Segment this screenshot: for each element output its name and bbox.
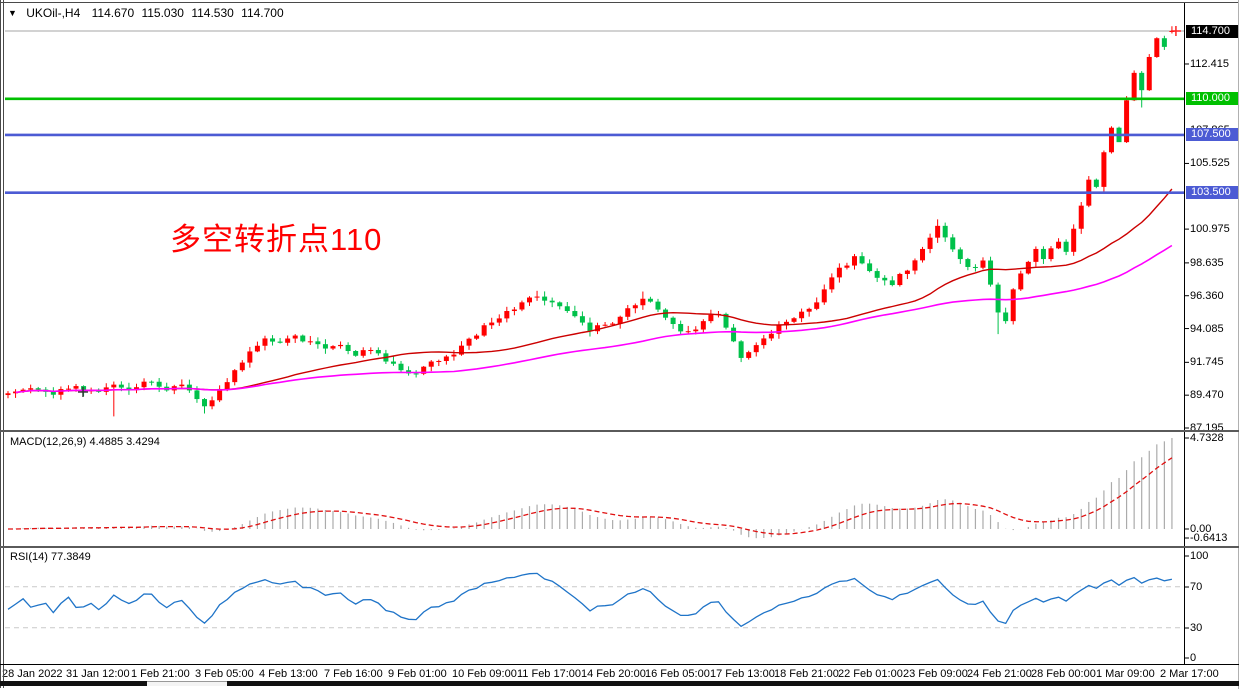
price-axis-line xyxy=(1184,3,1185,665)
time-axis-label: 28 Feb 00:00 xyxy=(1031,668,1096,680)
rsi-axis-label: 0 xyxy=(1190,652,1197,664)
time-axis-line xyxy=(0,664,1239,665)
price-tick-label: 96.360 xyxy=(1190,290,1224,302)
ohlc-open: 114.670 xyxy=(91,6,135,20)
time-axis-label: 9 Feb 01:00 xyxy=(388,668,447,680)
price-tick-label: 89.470 xyxy=(1190,389,1224,401)
price-tick-label: 94.085 xyxy=(1190,323,1224,335)
top-window-border xyxy=(0,2,1239,3)
price-tick-label: 91.745 xyxy=(1190,356,1224,368)
ohlc-low: 114.530 xyxy=(191,6,234,20)
rsi-axis-label: 70 xyxy=(1190,581,1203,593)
time-axis-label: 2 Mar 17:00 xyxy=(1160,668,1219,680)
hline-price-label: 110.000 xyxy=(1186,92,1239,105)
price-tick-label: 100.975 xyxy=(1190,223,1230,235)
time-axis-label: 23 Feb 09:00 xyxy=(903,668,968,680)
time-axis-label: 16 Feb 05:00 xyxy=(645,668,710,680)
hline-price-label: 103.500 xyxy=(1186,186,1239,199)
macd-axis-label: 0.00 xyxy=(1190,523,1212,535)
horizontal-level-lines[interactable] xyxy=(5,97,1184,194)
time-axis-label: 14 Feb 20:00 xyxy=(581,668,646,680)
current-price-label: 114.700 xyxy=(1186,25,1239,38)
moving-average-lines xyxy=(15,188,1173,394)
macd-axis-label: -0.6413 xyxy=(1190,532,1228,544)
scrollbar-thumb[interactable] xyxy=(147,681,227,686)
time-axis-label: 1 Mar 09:00 xyxy=(1096,668,1155,680)
rsi-line xyxy=(7,572,1173,628)
time-axis-label: 4 Feb 13:00 xyxy=(259,668,318,680)
left-window-border-outer xyxy=(0,0,1,688)
panel-splitter-rsi[interactable] xyxy=(0,546,1239,548)
symbol-label: UKOil-,H4 xyxy=(26,6,81,20)
ohlc-close: 114.700 xyxy=(241,6,284,20)
time-axis-label: 17 Feb 13:00 xyxy=(710,668,775,680)
rsi-axis-label: 100 xyxy=(1190,550,1209,562)
rsi-axis-label: 30 xyxy=(1190,622,1203,634)
hline-price-label: 107.500 xyxy=(1186,128,1239,141)
last-price-cross-icon xyxy=(1170,26,1181,36)
macd-histogram xyxy=(14,438,1173,539)
left-window-border-inner xyxy=(3,0,4,688)
rsi-level-lines xyxy=(5,586,1184,629)
time-axis-label: 11 Feb 17:00 xyxy=(517,668,582,680)
time-axis-label: 18 Feb 21:00 xyxy=(774,668,839,680)
price-tick-label: 112.415 xyxy=(1190,58,1229,70)
price-tick-label: 98.635 xyxy=(1190,257,1224,269)
macd-indicator-label: MACD(12,26,9) 4.4885 3.4294 xyxy=(10,436,160,448)
scrollbar-segment-right[interactable] xyxy=(227,681,1239,686)
time-axis-label: 10 Feb 09:00 xyxy=(452,668,517,680)
time-axis-label: 31 Jan 12:00 xyxy=(66,668,130,680)
time-axis-label: 1 Feb 21:00 xyxy=(131,668,190,680)
trend-annotation[interactable]: 多空转折点110 xyxy=(170,222,383,257)
time-axis-label: 3 Feb 05:00 xyxy=(195,668,254,680)
rsi-indicator-label: RSI(14) 77.3849 xyxy=(10,551,91,563)
price-tick-label: 105.525 xyxy=(1190,157,1230,169)
panel-splitter-macd[interactable] xyxy=(0,430,1239,432)
time-axis-label: 22 Feb 01:00 xyxy=(838,668,903,680)
ohlc-high: 115.030 xyxy=(141,6,184,20)
macd-axis-label: 4.7328 xyxy=(1190,432,1224,444)
cross-marker xyxy=(78,387,88,397)
scrollbar-segment-left[interactable] xyxy=(0,681,147,686)
candlestick-series xyxy=(5,26,1175,417)
chart-menu-arrow-icon[interactable]: ▼ xyxy=(8,8,17,18)
time-axis-label: 7 Feb 16:00 xyxy=(324,668,383,680)
time-axis-label: 24 Feb 21:00 xyxy=(967,668,1032,680)
chart-title: ▼ UKOil-,H4 114.670 115.030 114.530 114.… xyxy=(8,6,284,20)
time-axis-label: 28 Jan 2022 xyxy=(2,668,63,680)
macd-signal-line xyxy=(8,457,1173,535)
